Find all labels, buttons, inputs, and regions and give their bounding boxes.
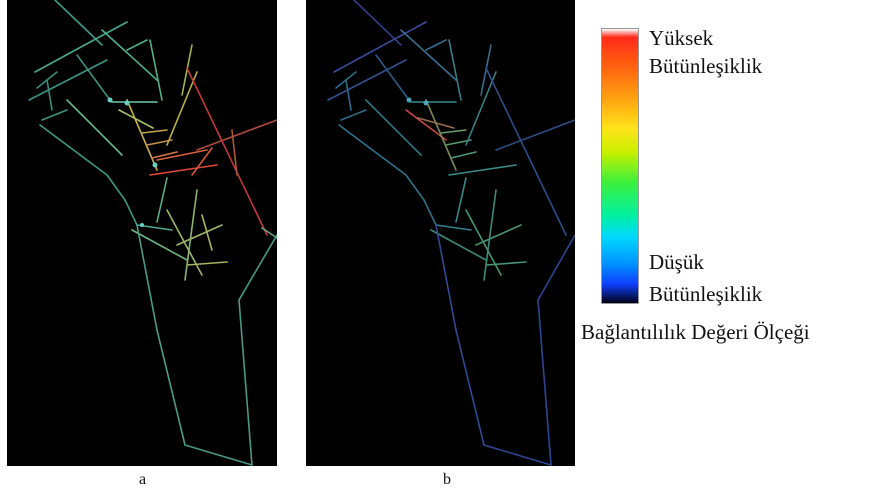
- axial-line: [537, 234, 575, 301]
- axial-line: [41, 109, 68, 121]
- axial-line: [39, 124, 108, 176]
- axial-line: [375, 54, 410, 101]
- junction-node: [140, 223, 144, 227]
- axial-line: [141, 129, 168, 134]
- axial-line: [440, 129, 467, 134]
- legend-low-label-line1: Düşük: [649, 250, 704, 274]
- axial-line: [353, 0, 402, 46]
- axial-line: [448, 39, 462, 101]
- legend-title: Bağlantılılık Değeri Ölçeği: [581, 320, 810, 344]
- axial-line: [423, 199, 437, 226]
- axial-line: [101, 29, 158, 81]
- axial-line: [196, 119, 277, 151]
- junction-node: [152, 162, 158, 168]
- legend-low-label-line2: Bütünleşiklik: [649, 282, 763, 306]
- axial-line: [149, 164, 218, 176]
- axial-line: [156, 149, 208, 161]
- axial-line: [156, 177, 168, 223]
- axial-line: [485, 261, 527, 266]
- axial-line: [131, 229, 188, 261]
- axial-line: [345, 79, 352, 111]
- legend-high-label-line1: Yüksek: [649, 26, 714, 50]
- axial-line: [126, 99, 158, 171]
- axial-lines-b: [327, 0, 575, 466]
- axial-line: [186, 67, 268, 236]
- axial-line: [238, 234, 277, 301]
- axial-line: [400, 29, 457, 81]
- axial-lines-a: [28, 0, 277, 466]
- axial-line: [495, 119, 575, 151]
- axial-line: [66, 99, 123, 156]
- axial-line: [191, 147, 213, 176]
- axial-line: [231, 129, 238, 176]
- axial-line: [455, 329, 485, 446]
- axial-line: [176, 224, 223, 246]
- axial-line: [238, 299, 253, 466]
- axial-line: [186, 261, 228, 266]
- axial-line: [425, 39, 447, 51]
- axial-line: [136, 224, 158, 331]
- color-scale-bar: [601, 28, 639, 304]
- axial-line: [435, 224, 472, 231]
- axial-line: [151, 151, 178, 159]
- junction-node: [107, 97, 113, 103]
- axial-line: [146, 139, 173, 146]
- axial-line: [425, 99, 457, 171]
- axial-line: [483, 444, 552, 466]
- axial-line: [46, 79, 53, 111]
- axial-line: [156, 329, 186, 446]
- axial-line: [365, 99, 422, 156]
- axial-line: [430, 229, 487, 261]
- axial-map-a: [7, 0, 277, 466]
- axial-line: [455, 177, 467, 223]
- axial-line: [149, 39, 163, 101]
- axial-line: [34, 21, 128, 73]
- axial-map-b: [306, 0, 575, 466]
- axial-line: [450, 151, 477, 159]
- axial-line: [537, 299, 552, 466]
- axial-line: [28, 59, 108, 101]
- junction-node: [423, 100, 429, 106]
- axial-line: [465, 71, 497, 146]
- axial-line: [124, 199, 138, 226]
- axial-line: [475, 224, 522, 246]
- axial-line: [480, 44, 492, 96]
- axial-line: [445, 139, 472, 146]
- axial-line: [338, 124, 407, 176]
- axial-line: [405, 174, 425, 201]
- axial-line: [333, 21, 427, 73]
- axial-line: [184, 189, 198, 281]
- axial-line: [483, 189, 497, 281]
- axial-line: [448, 164, 517, 176]
- panel-label-b: b: [443, 471, 451, 488]
- axial-line: [126, 39, 148, 51]
- panel-label-a: a: [139, 471, 147, 488]
- axial-line: [181, 44, 193, 96]
- axial-line: [201, 214, 213, 251]
- junction-node: [406, 97, 412, 103]
- axial-line: [327, 59, 407, 101]
- axial-line: [184, 444, 253, 466]
- axial-line: [166, 71, 198, 146]
- axial-line: [485, 67, 567, 236]
- axial-line: [435, 224, 457, 331]
- axial-line: [405, 109, 447, 141]
- legend-high-label-line2: Bütünleşiklik: [649, 54, 763, 78]
- axial-line: [261, 227, 277, 239]
- axial-line: [54, 0, 103, 46]
- axial-line: [76, 54, 111, 101]
- axial-line: [106, 174, 126, 201]
- junction-node: [124, 100, 130, 106]
- axial-line: [340, 109, 367, 121]
